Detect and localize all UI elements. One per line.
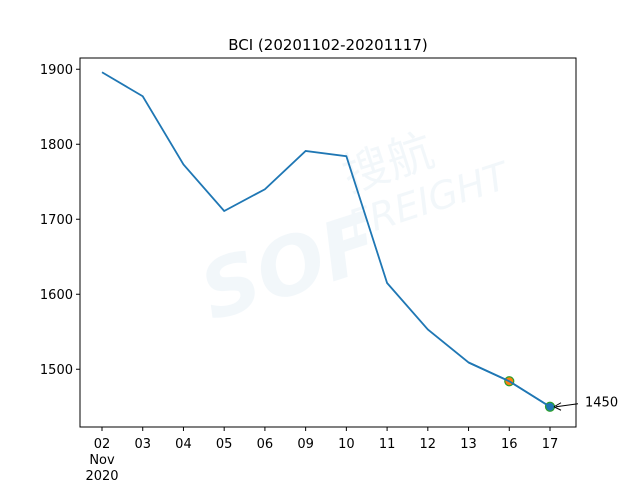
- x-tick-label: 17: [542, 437, 559, 452]
- y-axis: 1500 1600 1700 1800 1900: [40, 63, 80, 378]
- x-tick-label: 05: [216, 437, 233, 452]
- x-tick-sublabel: Nov: [89, 453, 115, 468]
- y-tick-label: 1700: [40, 213, 73, 228]
- x-tick-label: 10: [338, 437, 355, 452]
- x-tick-label: 16: [501, 437, 518, 452]
- x-tick-label: 04: [175, 437, 192, 452]
- x-tick-label: 11: [379, 437, 396, 452]
- x-tick-label: 03: [134, 437, 151, 452]
- chart-title: BCI (20201102-20201117): [228, 36, 428, 54]
- annotation-label: 1450: [585, 395, 618, 410]
- y-tick-label: 1600: [40, 288, 73, 303]
- watermark: SOF 搜航 FREIGHT: [189, 123, 515, 339]
- x-tick-label: 09: [297, 437, 314, 452]
- annotation-arrowhead: [553, 402, 562, 411]
- plot-frame: [79, 57, 577, 428]
- x-tick-label: 02: [94, 437, 111, 452]
- x-tick-sublabel: 2020: [85, 469, 118, 480]
- x-tick-label: 12: [420, 437, 437, 452]
- x-tick-label: 06: [257, 437, 274, 452]
- y-tick-label: 1800: [40, 138, 73, 153]
- x-tick-label: 13: [460, 437, 477, 452]
- plot-area: 1450: [101, 71, 618, 412]
- series-line-overlay: [468, 361, 551, 408]
- annotation-arrow: [555, 403, 579, 408]
- y-tick-label: 1900: [40, 63, 73, 78]
- y-tick-label: 1500: [40, 363, 73, 378]
